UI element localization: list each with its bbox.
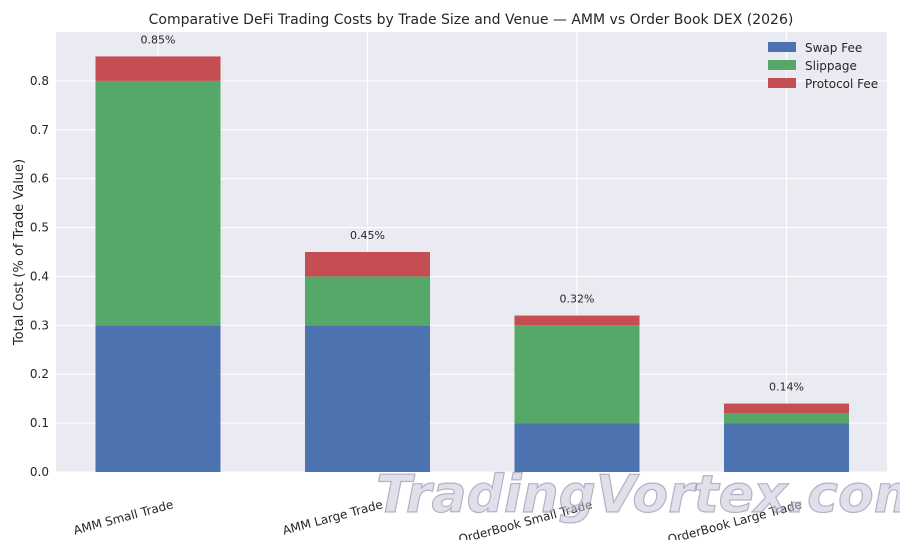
y-tick-label: 0.5 xyxy=(30,221,49,235)
y-tick-label: 0.7 xyxy=(30,123,49,137)
bar-segment-swap-fee xyxy=(95,325,221,472)
y-tick-label: 0.6 xyxy=(30,172,49,186)
y-tick-label: 0.8 xyxy=(30,74,49,88)
total-labels: 0.85% 0.45% 0.32% 0.14% xyxy=(141,33,804,393)
bar-segment-slippage xyxy=(95,80,221,326)
y-tick-labels: 0.0 0.1 0.2 0.3 0.4 0.5 0.6 0.7 0.8 xyxy=(30,74,49,479)
bar-segment-slippage xyxy=(514,325,640,424)
bar-segment-swap-fee xyxy=(724,423,849,472)
bar-segment-swap-fee xyxy=(514,423,640,472)
bar-segment-protocol-fee xyxy=(95,56,221,81)
y-tick-label: 0.3 xyxy=(30,318,49,332)
y-tick-label: 0.2 xyxy=(30,367,49,381)
bar-total-label: 0.32% xyxy=(560,293,595,306)
bar-total-label: 0.85% xyxy=(141,33,176,46)
bar-segment-slippage xyxy=(724,413,849,424)
bars xyxy=(95,56,849,472)
legend-label: Slippage xyxy=(805,59,857,73)
y-tick-label: 0.1 xyxy=(30,416,49,430)
watermark-logo: TradingVortex.com xyxy=(376,465,900,525)
y-tick-label: 0.4 xyxy=(30,269,49,283)
legend-label: Swap Fee xyxy=(805,41,862,55)
legend-swatch xyxy=(768,60,796,70)
bar-segment-slippage xyxy=(305,276,430,326)
legend-swatch xyxy=(768,78,796,88)
bar-segment-protocol-fee xyxy=(305,252,430,277)
bar-total-label: 0.14% xyxy=(769,381,804,394)
chart-title: Comparative DeFi Trading Costs by Trade … xyxy=(149,12,794,28)
bar-segment-protocol-fee xyxy=(724,403,849,414)
legend-swatch xyxy=(768,42,796,52)
legend: Swap Fee Slippage Protocol Fee xyxy=(768,41,878,91)
legend-label: Protocol Fee xyxy=(805,77,878,91)
bar-segment-protocol-fee xyxy=(514,315,640,326)
bar-total-label: 0.45% xyxy=(350,229,385,242)
y-axis-label: Total Cost (% of Trade Value) xyxy=(12,159,27,346)
bar-segment-swap-fee xyxy=(305,325,430,472)
y-tick-label: 0.0 xyxy=(30,465,49,479)
